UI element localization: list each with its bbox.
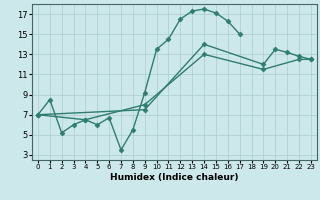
X-axis label: Humidex (Indice chaleur): Humidex (Indice chaleur) [110,173,239,182]
